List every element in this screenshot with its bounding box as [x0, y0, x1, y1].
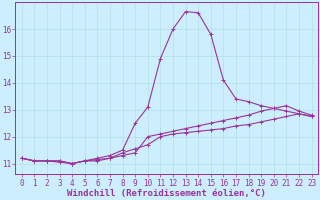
X-axis label: Windchill (Refroidissement éolien,°C): Windchill (Refroidissement éolien,°C): [67, 189, 266, 198]
